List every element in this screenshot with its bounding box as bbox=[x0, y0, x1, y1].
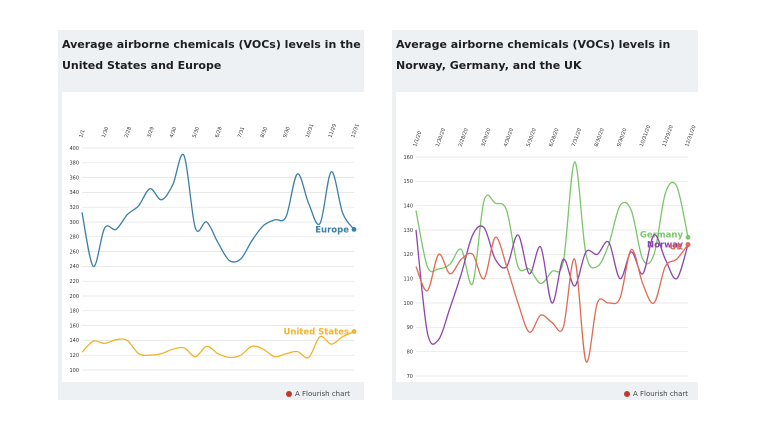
x-tick-label: 8/30/20 bbox=[594, 128, 606, 148]
y-tick-label: 150 bbox=[403, 179, 413, 185]
y-tick-label: 280 bbox=[69, 235, 79, 241]
x-tick-label: 6/28 bbox=[214, 126, 223, 139]
y-tick-label: 180 bbox=[69, 309, 79, 315]
x-tick-label: 12/31 bbox=[350, 123, 361, 139]
y-tick-label: 220 bbox=[69, 279, 79, 285]
x-tick-label: 7/31/20 bbox=[571, 128, 583, 148]
x-tick-label: 5/30/20 bbox=[526, 128, 538, 148]
series-end-marker bbox=[685, 234, 691, 240]
y-tick-label: 160 bbox=[69, 323, 79, 329]
x-tick-label: 2/28 bbox=[124, 126, 133, 139]
flourish-logo-icon bbox=[624, 391, 630, 397]
x-tick-label: 3/29/20 bbox=[480, 128, 492, 148]
y-tick-label: 110 bbox=[403, 276, 413, 282]
y-tick-label: 140 bbox=[69, 338, 79, 344]
x-tick-label: 11/29/20 bbox=[662, 125, 675, 148]
x-tick-label: 6/28/20 bbox=[548, 128, 560, 148]
chart-panel-right: Average airborne chemicals (VOCs) levels… bbox=[392, 30, 698, 400]
y-tick-label: 160 bbox=[403, 155, 413, 161]
y-tick-label: 340 bbox=[69, 190, 79, 196]
x-tick-label: 9/30 bbox=[282, 126, 291, 139]
x-tick-label: 3/29 bbox=[146, 126, 155, 139]
y-tick-label: 70 bbox=[407, 374, 413, 380]
y-tick-label: 80 bbox=[407, 349, 413, 355]
y-tick-label: 260 bbox=[69, 249, 79, 255]
credit-text: A Flourish chart bbox=[633, 390, 689, 398]
series-label: United States bbox=[283, 328, 349, 338]
x-tick-label: 4/30/20 bbox=[503, 128, 515, 148]
x-tick-label: 8/30 bbox=[260, 126, 269, 139]
series-label: UK bbox=[670, 243, 684, 253]
x-tick-label: 10/31/20 bbox=[639, 125, 652, 148]
x-tick-label: 7/31 bbox=[237, 126, 246, 139]
y-tick-label: 300 bbox=[69, 220, 79, 226]
chart-title: Average airborne chemicals (VOCs) levels… bbox=[396, 38, 671, 72]
x-tick-label: 12/31/20 bbox=[684, 125, 697, 148]
x-tick-label: 1/30/20 bbox=[435, 128, 447, 148]
series-line-europe bbox=[81, 153, 355, 268]
y-tick-label: 320 bbox=[69, 205, 79, 211]
y-tick-label: 240 bbox=[69, 264, 79, 270]
x-tick-label: 9/30/20 bbox=[616, 128, 628, 148]
y-tick-label: 380 bbox=[69, 161, 79, 167]
chart-panel-left: Average airborne chemicals (VOCs) levels… bbox=[58, 30, 364, 400]
x-tick-label: 10/31 bbox=[305, 123, 316, 139]
flourish-credit[interactable]: A Flourish chart bbox=[624, 390, 688, 398]
y-tick-label: 100 bbox=[69, 368, 79, 374]
y-tick-label: 120 bbox=[403, 252, 413, 258]
x-tick-label: 1/1/20 bbox=[412, 131, 423, 148]
series-end-marker bbox=[685, 242, 691, 248]
x-tick-label: 1/30 bbox=[101, 126, 110, 139]
x-tick-label: 4/30 bbox=[169, 126, 178, 139]
y-tick-label: 90 bbox=[407, 325, 413, 331]
flourish-credit[interactable]: A Flourish chart bbox=[286, 390, 350, 398]
series-label: Europe bbox=[315, 225, 349, 235]
series-end-marker bbox=[351, 227, 357, 232]
y-tick-label: 200 bbox=[69, 294, 79, 300]
line-chart-us-europe: 100 120 140 160 180 200 220 240 260 280 300 320 340 3… bbox=[69, 123, 361, 374]
y-tick-label: 120 bbox=[69, 353, 79, 359]
series-line-norway bbox=[415, 225, 689, 345]
y-tick-label: 140 bbox=[403, 203, 413, 209]
x-tick-label: 11/29 bbox=[328, 123, 339, 139]
y-tick-label: 130 bbox=[403, 228, 413, 234]
plot-area: 100 120 140 160 180 200 220 240 260 280 300 320 340 3… bbox=[62, 92, 364, 382]
series-label: Norway bbox=[647, 241, 683, 251]
x-tick-label: 5/30 bbox=[192, 126, 201, 139]
plot-area: 70 80 90 100 110 120 130 140 150 160 1/1/20 1/30/20… bbox=[396, 92, 698, 382]
y-tick-label: 400 bbox=[69, 146, 79, 152]
line-chart-norway-germany-uk: 70 80 90 100 110 120 130 140 150 160 1/1/20 1/30/20… bbox=[403, 125, 697, 380]
credit-text: A Flourish chart bbox=[295, 390, 351, 398]
x-tick-label: 1/1 bbox=[78, 129, 86, 139]
x-tick-label: 2/28/20 bbox=[458, 128, 470, 148]
series-line-uk bbox=[415, 236, 689, 363]
series-line-germany bbox=[415, 161, 689, 286]
series-label: Germany bbox=[640, 230, 684, 240]
series-line-united-states bbox=[81, 330, 355, 359]
flourish-logo-icon bbox=[286, 391, 292, 397]
chart-title: Average airborne chemicals (VOCs) levels… bbox=[62, 38, 361, 72]
y-tick-label: 360 bbox=[69, 175, 79, 181]
y-tick-label: 100 bbox=[403, 301, 413, 307]
series-end-marker bbox=[351, 329, 357, 334]
